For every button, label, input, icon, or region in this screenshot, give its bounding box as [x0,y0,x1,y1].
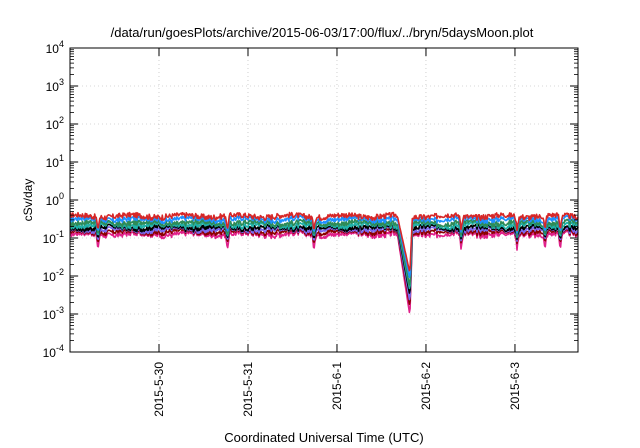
y-tick-label: 100 [46,191,64,208]
x-tick-label: 2015-5-31 [241,362,255,417]
y-tick-label: 10-2 [43,267,64,284]
chart-title: /data/run/goesPlots/archive/2015-06-03/1… [111,25,534,40]
x-tick-label: 2015-6-3 [508,362,522,410]
y-tick-label: 104 [46,39,64,56]
y-tick-label: 10-3 [43,305,64,322]
y-tick-label: 101 [46,153,64,170]
y-axis-label: cSv/day [21,179,35,222]
series-line [69,214,579,278]
series-line [69,229,579,314]
x-axis-label: Coordinated Universal Time (UTC) [224,430,423,445]
y-tick-label: 103 [46,77,64,94]
x-tick-label: 2015-5-30 [152,362,166,417]
y-tick-label: 10-1 [43,229,64,246]
series-line [69,227,579,305]
x-axis: 2015-5-30 2015-5-31 2015-6-1 2015-6-2 2015-6… [152,48,522,417]
series-layer [69,211,579,314]
x-tick-label: 2015-6-2 [419,362,433,410]
grid [70,48,578,352]
y-tick-label: 10-4 [43,343,64,360]
y-axis: 10-4 10-3 10-2 10-1 100 101 102 103 104 [43,39,578,360]
y-tick-label: 102 [46,115,64,132]
series-line [69,211,579,272]
series-line [69,218,579,286]
x-tick-label: 2015-6-1 [330,362,344,410]
